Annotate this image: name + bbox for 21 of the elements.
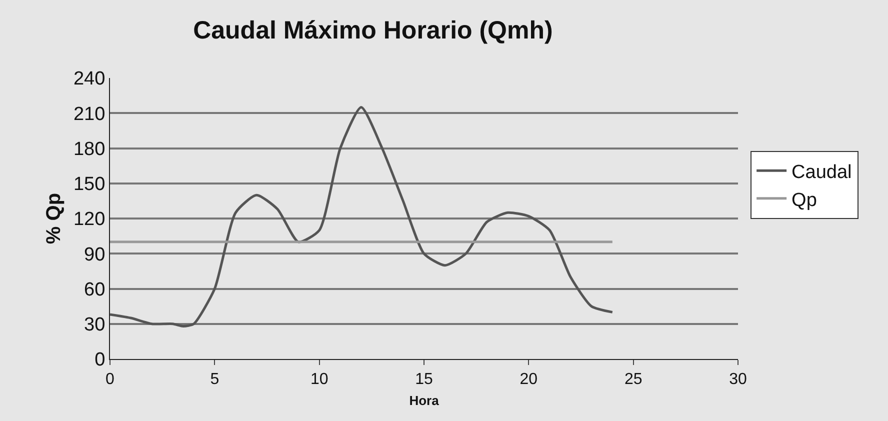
x-tick-label: 15	[415, 371, 433, 388]
x-tick-label: 20	[520, 371, 538, 388]
legend-label: Caudal	[792, 162, 852, 184]
legend-label: Qp	[792, 190, 817, 211]
y-tick-label: 60	[84, 279, 106, 300]
y-tick-label: 90	[84, 244, 106, 266]
chart-title: Caudal Máximo Horario (Qmh)	[193, 16, 553, 45]
x-tick-label: 5	[210, 371, 220, 388]
x-tick-label: 25	[624, 371, 642, 388]
x-tick-label: 10	[310, 371, 328, 388]
y-tick-label: 180	[73, 138, 106, 160]
line-series	[110, 106, 614, 328]
x-tick-label: 30	[729, 371, 747, 388]
y-tick-label: 30	[84, 314, 106, 336]
y-tick-label: 210	[73, 104, 106, 125]
y-tick-label: 0	[94, 350, 106, 371]
y-tick-label: 150	[73, 174, 106, 196]
y-axis-title: % Qp	[43, 192, 65, 244]
x-axis-title: Hora	[409, 392, 440, 408]
y-tick-label: 240	[73, 68, 106, 90]
y-tick-label: 120	[73, 209, 106, 230]
